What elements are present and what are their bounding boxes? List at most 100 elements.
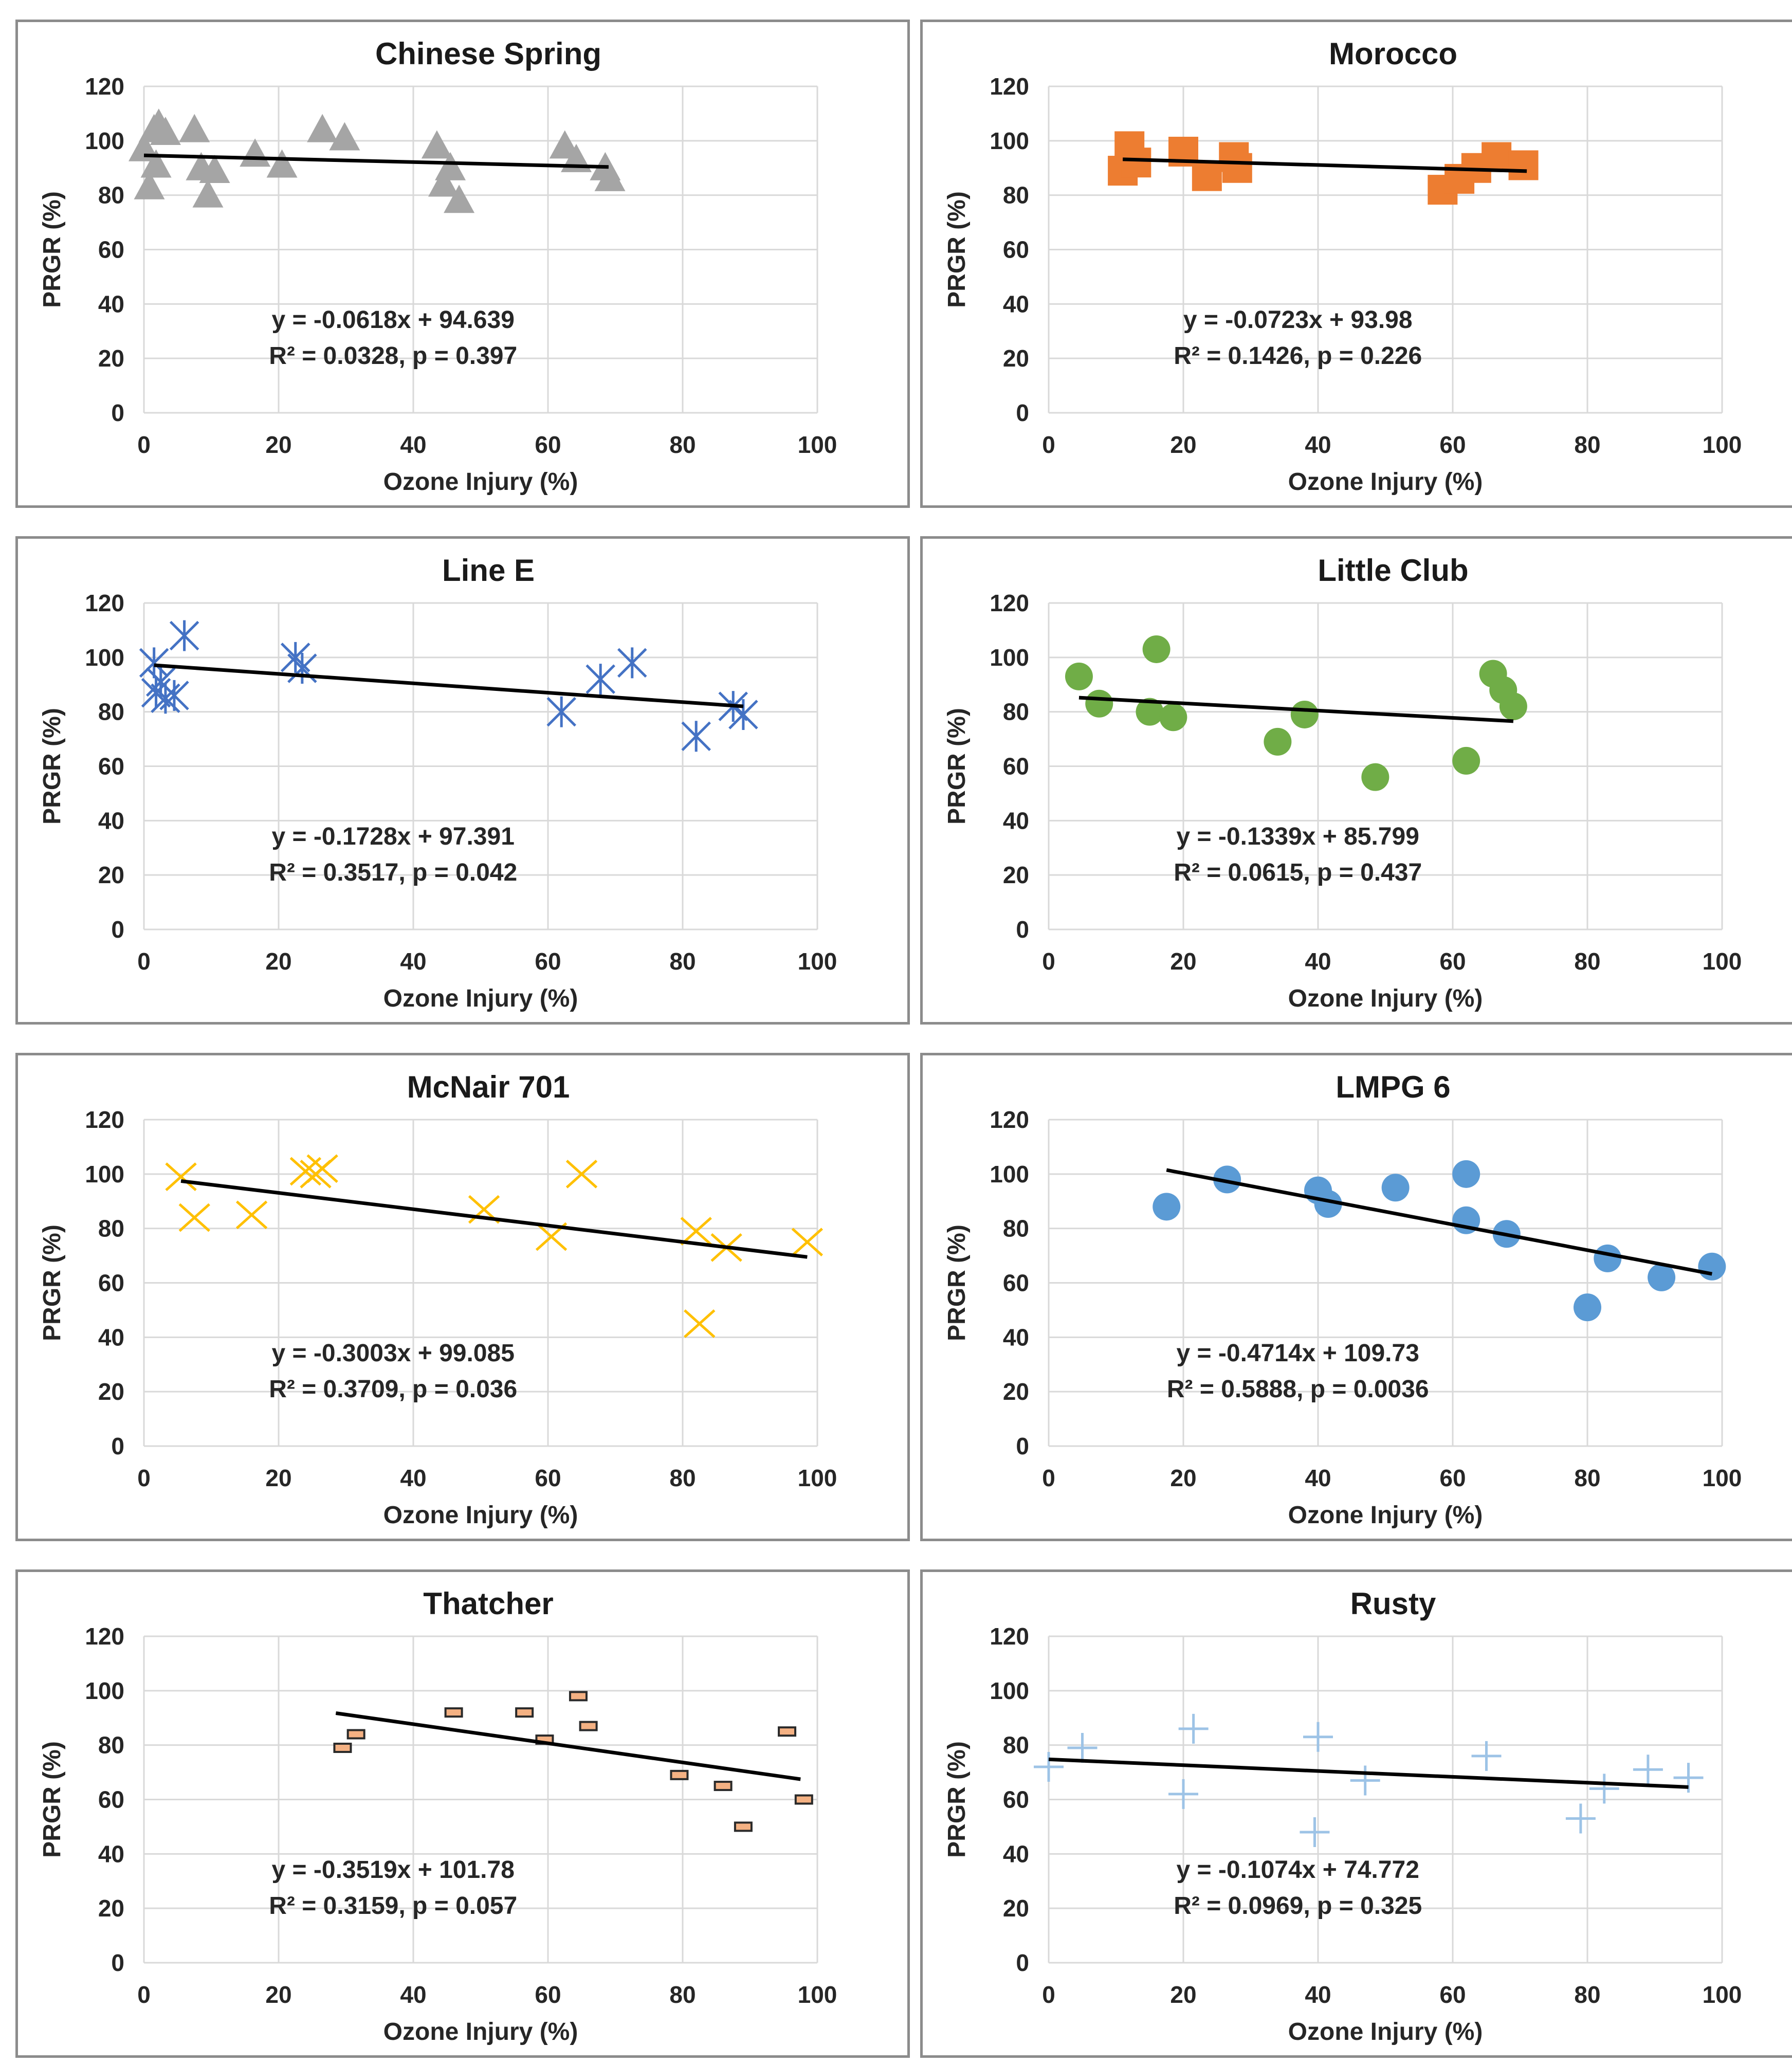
y-tick-label: 0 <box>111 916 124 943</box>
data-points <box>139 620 758 752</box>
chart-title: Rusty <box>1350 1586 1436 1621</box>
y-tick-label: 60 <box>1003 1270 1029 1296</box>
y-tick-label: 20 <box>1003 1895 1029 1922</box>
y-tick-label: 40 <box>1003 807 1029 834</box>
x-tick-label: 0 <box>137 1981 151 2008</box>
chart-svg: Line E 0 20 40 60 80 100 120 0 20 40 60 80 100 Ozone I… <box>39 553 837 1012</box>
y-tick-label: 0 <box>1016 399 1029 426</box>
data-point <box>684 1309 716 1338</box>
data-point <box>1574 1293 1601 1322</box>
data-point <box>235 1200 268 1230</box>
data-point <box>681 721 711 752</box>
y-tick-label: 120 <box>85 590 124 616</box>
data-point <box>333 1742 352 1753</box>
regression-stats: R² = 0.0969, p = 0.325 <box>1174 1892 1422 1920</box>
y-tick-label: 60 <box>1003 1786 1029 1813</box>
data-point <box>734 1821 753 1832</box>
y-tick-label: 120 <box>85 73 124 100</box>
data-point <box>794 1794 813 1805</box>
y-tick-label: 120 <box>990 590 1029 616</box>
data-point <box>165 1162 197 1191</box>
y-tick-label: 20 <box>1003 1378 1029 1405</box>
y-tick-label: 80 <box>1003 699 1029 725</box>
x-tick-label: 20 <box>265 1981 291 2008</box>
x-tick-label: 40 <box>400 948 426 975</box>
x-tick-label: 20 <box>265 1465 291 1491</box>
data-points <box>1153 1160 1726 1322</box>
data-points <box>1034 1713 1704 1847</box>
data-point <box>421 130 452 159</box>
y-tick-label: 80 <box>98 1215 124 1242</box>
chart-panel-line-e: Line E 0 20 40 60 80 100 120 0 20 40 60 80 100 Ozone I… <box>15 536 910 1025</box>
x-tick-label: 0 <box>137 948 151 975</box>
x-tick-label: 80 <box>1574 1981 1600 2008</box>
y-tick-label: 100 <box>990 127 1029 154</box>
data-point <box>1192 161 1222 191</box>
x-tick-label: 80 <box>669 431 696 458</box>
x-tick-label: 20 <box>1170 948 1196 975</box>
x-tick-label: 100 <box>798 431 837 458</box>
x-tick-label: 40 <box>1305 1981 1331 2008</box>
chart-svg: Rusty 0 20 40 60 80 100 120 0 20 40 60 80 100 Ozone In… <box>943 1586 1742 2045</box>
x-axis-label: Ozone Injury (%) <box>383 2018 578 2045</box>
data-point <box>159 680 189 711</box>
x-tick-label: 0 <box>137 1465 151 1491</box>
data-point <box>778 1726 797 1737</box>
chart-svg: LMPG 6 0 20 40 60 80 100 120 0 20 40 60 80 100 Ozone I… <box>943 1070 1742 1529</box>
data-point <box>1121 148 1151 178</box>
y-tick-label: 20 <box>98 345 124 372</box>
x-tick-label: 100 <box>1703 1981 1742 2008</box>
data-point <box>1698 1252 1726 1281</box>
x-axis-label: Ozone Injury (%) <box>1288 1502 1483 1529</box>
y-tick-label: 120 <box>990 73 1029 100</box>
data-point <box>1290 700 1319 728</box>
y-tick-label: 20 <box>98 1378 124 1405</box>
y-axis-label: PRGR (%) <box>39 1225 66 1341</box>
y-tick-label: 120 <box>990 1623 1029 1650</box>
trendline <box>154 663 744 708</box>
x-tick-label: 60 <box>535 1465 561 1491</box>
y-tick-label: 100 <box>85 1161 124 1188</box>
data-point <box>1085 689 1113 718</box>
data-point <box>1350 1765 1380 1796</box>
regression-stats: R² = 0.5888, p = 0.0036 <box>1167 1376 1429 1403</box>
regression-stats: R² = 0.3709, p = 0.036 <box>269 1376 517 1403</box>
y-tick-label: 20 <box>98 1895 124 1922</box>
y-tick-label: 40 <box>98 290 124 317</box>
y-tick-label: 20 <box>1003 345 1029 372</box>
regression-stats: R² = 0.0615, p = 0.437 <box>1174 859 1422 886</box>
y-axis-label: PRGR (%) <box>943 1741 971 1858</box>
y-tick-label: 100 <box>85 644 124 671</box>
data-point <box>1452 1160 1480 1188</box>
x-axis-label: Ozone Injury (%) <box>383 985 578 1012</box>
data-point <box>1168 1779 1198 1809</box>
y-tick-label: 0 <box>111 1433 124 1459</box>
data-point <box>1361 763 1389 791</box>
trendline <box>335 1711 801 1781</box>
data-point <box>1159 703 1187 732</box>
x-tick-label: 60 <box>535 948 561 975</box>
data-point <box>444 185 475 213</box>
y-tick-label: 80 <box>1003 1215 1029 1242</box>
data-point <box>1065 662 1093 690</box>
chart-svg: Thatcher 0 20 40 60 80 100 120 0 20 40 60 80 100 Ozone… <box>39 1586 837 2045</box>
data-point <box>240 138 271 167</box>
x-tick-label: 60 <box>1439 1465 1466 1491</box>
chart-svg: Chinese Spring 0 20 40 60 80 100 120 0 20 40 60 80 10… <box>39 36 837 496</box>
y-tick-label: 120 <box>85 1623 124 1650</box>
data-point <box>1303 1722 1333 1752</box>
x-tick-label: 20 <box>1170 1981 1196 2008</box>
trendline <box>1078 696 1514 723</box>
trendline <box>1122 157 1527 173</box>
y-tick-label: 80 <box>1003 1732 1029 1759</box>
regression-equation: y = -0.0618x + 94.639 <box>271 306 514 334</box>
chart-svg: Morocco 0 20 40 60 80 100 120 0 20 40 60 80 100 Ozone … <box>943 36 1742 496</box>
x-tick-label: 80 <box>1574 431 1600 458</box>
y-tick-label: 40 <box>1003 290 1029 317</box>
y-tick-label: 40 <box>1003 1324 1029 1350</box>
y-tick-label: 40 <box>98 1324 124 1350</box>
chart-panel-mcnair-701: McNair 701 0 20 40 60 80 100 120 0 20 40 60 80 100 Ozo… <box>15 1053 910 1541</box>
x-axis-label: Ozone Injury (%) <box>1288 2018 1483 2045</box>
y-tick-label: 60 <box>1003 753 1029 780</box>
data-point <box>546 696 576 727</box>
